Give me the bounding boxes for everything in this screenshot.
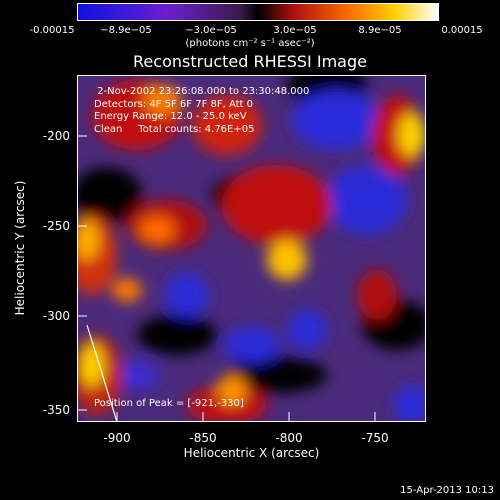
energy-range: Energy Range: 12.0 - 25.0 keV xyxy=(94,111,247,123)
colorbar-tick: -0.00015 xyxy=(29,25,75,36)
observation-annotation: 2-Nov-2002 23:26:08.000 to 23:30:48.000 D… xyxy=(94,86,309,137)
y-tick-label: -250 xyxy=(42,219,70,233)
detectors: Detectors: 4F 5F 6F 7F 8F, Att 0 xyxy=(94,98,254,110)
x-axis-label: Heliocentric X (arcsec) xyxy=(183,446,320,460)
colorbar-units: (photons cm⁻² s⁻¹ asec⁻²) xyxy=(185,38,315,49)
time-range: 2-Nov-2002 23:26:08.000 to 23:30:48.000 xyxy=(94,86,310,97)
plot-title: Reconstructed RHESSI Image xyxy=(133,52,367,71)
colorbar-tick: 3.0e−05 xyxy=(273,25,317,36)
timestamp: 15-Apr-2013 10:13 xyxy=(400,485,494,496)
x-tick-label: -750 xyxy=(361,431,389,445)
colorbar-tick: −3.0e−05 xyxy=(185,25,237,36)
y-axis-label: Heliocentric Y (arcsec) xyxy=(13,180,27,316)
clean-counts: Clean Total counts: 4.76E+05 xyxy=(94,124,255,136)
y-tick-label: -300 xyxy=(42,309,70,323)
colorbar-tick: 8.9e−05 xyxy=(358,25,402,36)
y-tick-label: -200 xyxy=(42,129,70,143)
y-tick-label: -350 xyxy=(42,403,70,417)
colorbar-tick: 0.00015 xyxy=(441,25,483,36)
colorbar-tick: −8.9e−05 xyxy=(100,25,152,36)
peak-position: Position of Peak = [-921,-330] xyxy=(94,398,244,409)
x-tick-label: -850 xyxy=(189,431,217,445)
x-tick-label: -800 xyxy=(275,431,303,445)
rhessi-image xyxy=(77,75,426,422)
colorbar xyxy=(77,3,439,21)
x-tick-label: -900 xyxy=(103,431,131,445)
